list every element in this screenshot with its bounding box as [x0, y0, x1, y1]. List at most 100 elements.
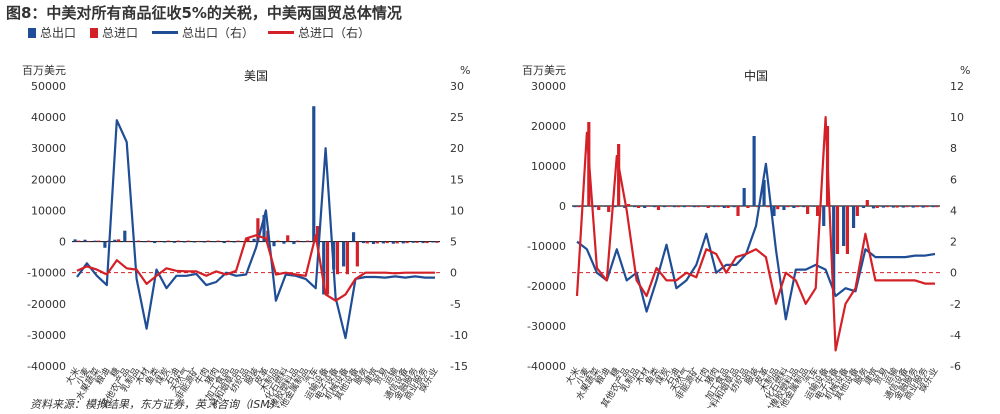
us-ytick-right: 0 — [450, 267, 457, 280]
us-bar-export — [172, 241, 177, 243]
cn-bar-import — [935, 206, 939, 208]
us-bar-export — [93, 240, 97, 242]
cn-ytick-right: 0 — [950, 267, 957, 280]
cn-ytick-right: -2 — [950, 298, 961, 311]
us-title: 美国 — [244, 69, 268, 83]
chart-us: 百万美元 %美国-40000-30000-20000-10000010000200… — [22, 64, 470, 408]
cn-bar-import — [786, 206, 790, 208]
cn-bar-export — [613, 206, 617, 208]
us-bar-import — [365, 241, 369, 244]
cn-bar-import — [885, 206, 889, 208]
us-bar-import — [216, 240, 220, 242]
cn-bar-export — [861, 206, 866, 208]
cn-bar-export — [722, 206, 726, 208]
us-bar-export — [222, 241, 226, 244]
us-bar-import — [186, 240, 190, 242]
us-bar-import — [196, 240, 200, 242]
us-ytick-left: -20000 — [27, 298, 66, 311]
cn-bar-export — [653, 206, 657, 208]
us-bar-export — [322, 241, 326, 295]
us-bar-import — [156, 240, 161, 242]
cn-bar-import — [845, 206, 849, 254]
cn-bar-import — [865, 200, 869, 206]
us-ytick-left: -40000 — [27, 360, 66, 373]
cn-ytick-left: -10000 — [527, 240, 566, 253]
cn-bar-import — [646, 206, 651, 207]
cn-bar-import — [756, 206, 760, 208]
cn-bar-import — [915, 206, 919, 208]
cn-bar-import — [617, 144, 621, 206]
cn-bar-export — [643, 206, 647, 208]
cn-bar-import — [716, 206, 720, 208]
cn-bar-import — [656, 206, 661, 210]
cn-bar-export — [623, 206, 627, 208]
us-ytick-left: 30000 — [31, 142, 66, 155]
us-bar-export — [282, 241, 286, 244]
us-bar-export — [431, 241, 435, 243]
us-bar-export — [342, 241, 346, 267]
us-bar-import — [256, 218, 260, 242]
cn-ytick-left: -40000 — [527, 360, 566, 373]
cn-title: 中国 — [744, 68, 768, 83]
cn-bar-export — [692, 206, 697, 208]
cn-bar-import — [855, 206, 859, 216]
us-ytick-left: 0 — [59, 236, 66, 249]
us-bar-import — [176, 240, 180, 242]
us-bar-import — [325, 241, 330, 295]
us-bar-export — [361, 241, 366, 244]
us-bar-import — [435, 241, 439, 243]
legend-swatch-import-bar — [90, 27, 99, 38]
us-bar-import — [315, 226, 320, 242]
us-bar-export — [391, 241, 395, 244]
cn-bar-import — [806, 206, 810, 214]
us-bar-export — [182, 241, 187, 243]
cn-ytick-right: 12 — [950, 80, 964, 93]
cn-bar-export — [672, 206, 677, 208]
us-bar-import — [127, 240, 131, 242]
cn-ytick-right: -6 — [950, 360, 961, 373]
chart-cn: 百万美元 % 中国 -40000 -30000 -20000 -10000 0 10000 200… — [522, 64, 970, 408]
us-bar-export — [73, 239, 77, 242]
us-bar-import — [306, 240, 310, 242]
us-bar-export — [153, 241, 157, 244]
source-note: 资料来源：模拟结果，东方证券，英飞咨询（ISM） — [30, 398, 281, 411]
cn-bar-export — [792, 206, 796, 208]
cn-bar-import — [706, 206, 710, 208]
cn-bar-export — [911, 206, 915, 208]
us-ytick-left: -10000 — [27, 267, 66, 280]
cn-ytick-left: -30000 — [527, 320, 566, 333]
cn-bar-import — [875, 206, 879, 208]
us-ytick-right: 20 — [450, 142, 464, 155]
cn-bar-export — [682, 206, 687, 208]
us-bar-export — [411, 241, 415, 243]
cn-bar-import — [597, 206, 601, 210]
us-ytick-right: 15 — [450, 173, 464, 186]
us-bar-import — [375, 241, 379, 244]
us-ytick-left: 20000 — [31, 173, 66, 186]
us-bar-export — [381, 241, 385, 244]
us-export-line — [76, 119, 435, 340]
us-bar-export — [371, 241, 376, 245]
cn-bar-export — [603, 206, 607, 207]
us-ytick-right: -5 — [450, 298, 461, 311]
us-bar-import — [136, 240, 141, 242]
us-bar-export — [163, 241, 167, 243]
cn-bar-import — [905, 206, 909, 208]
us-ytick-left: 40000 — [31, 111, 66, 124]
us-bar-export — [421, 241, 425, 244]
cn-bar-import — [686, 206, 690, 207]
cn-ytick-right: 10 — [950, 111, 964, 124]
us-ytick-right: 30 — [450, 80, 464, 93]
cn-bar-export — [782, 206, 786, 210]
us-bar-export — [312, 106, 316, 242]
us-bar-import — [87, 240, 91, 242]
cn-bar-import — [627, 204, 631, 206]
cn-bar-import — [726, 206, 730, 208]
us-bar-export — [202, 241, 206, 243]
chart-legend: 总出口 总进口 总出口（右） 总进口（右） — [28, 24, 370, 41]
cn-bar-import — [736, 206, 740, 216]
us-ytick-right: 10 — [450, 204, 464, 217]
cn-ytick-left: 20000 — [531, 120, 566, 133]
cn-bar-import — [746, 206, 750, 208]
cn-bar-import — [676, 206, 680, 208]
